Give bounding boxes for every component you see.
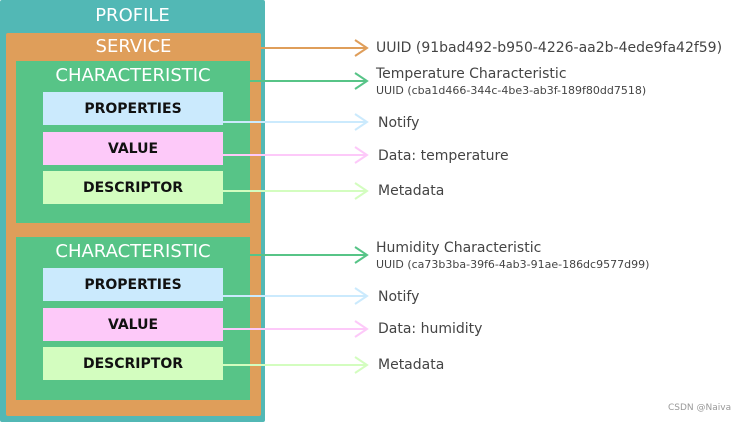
arrow-descriptor-2	[223, 356, 369, 374]
properties-note: Notify	[378, 115, 420, 131]
value-box: VALUE	[43, 132, 223, 165]
arrow-characteristic-1	[250, 72, 369, 90]
value-box: VALUE	[43, 308, 223, 341]
arrow-value-1	[223, 146, 369, 164]
properties-box: PROPERTIES	[43, 92, 223, 125]
descriptor-note: Metadata	[378, 357, 445, 373]
arrow-properties-1	[223, 113, 369, 131]
descriptor-box: DESCRIPTOR	[43, 171, 223, 204]
characteristic-name: Temperature Characteristic	[376, 66, 567, 82]
characteristic-title: CHARACTERISTIC	[55, 241, 211, 262]
service-title: SERVICE	[95, 36, 172, 57]
properties-box: PROPERTIES	[43, 268, 223, 301]
characteristic-title: CHARACTERISTIC	[55, 65, 211, 86]
characteristic-uuid: UUID (cba1d466-344c-4be3-ab3f-189f80dd75…	[376, 84, 647, 97]
arrow-characteristic-2	[250, 246, 369, 264]
characteristic-name: Humidity Characteristic	[376, 240, 542, 256]
profile-title: PROFILE	[95, 5, 170, 26]
watermark: CSDN @Naiva	[668, 403, 732, 413]
characteristic-uuid: UUID (ca73b3ba-39f6-4ab3-91ae-186dc9577d…	[376, 258, 650, 271]
arrow-properties-2	[223, 287, 369, 305]
value-note: Data: humidity	[378, 321, 483, 337]
arrow-service	[261, 39, 369, 57]
service-uuid: UUID (91bad492-b950-4226-aa2b-4ede9fa42f…	[376, 40, 723, 56]
descriptor-box: DESCRIPTOR	[43, 347, 223, 380]
descriptor-note: Metadata	[378, 183, 445, 199]
arrow-descriptor-1	[223, 182, 369, 200]
value-note: Data: temperature	[378, 148, 509, 164]
arrow-value-2	[223, 320, 369, 338]
properties-note: Notify	[378, 289, 420, 305]
